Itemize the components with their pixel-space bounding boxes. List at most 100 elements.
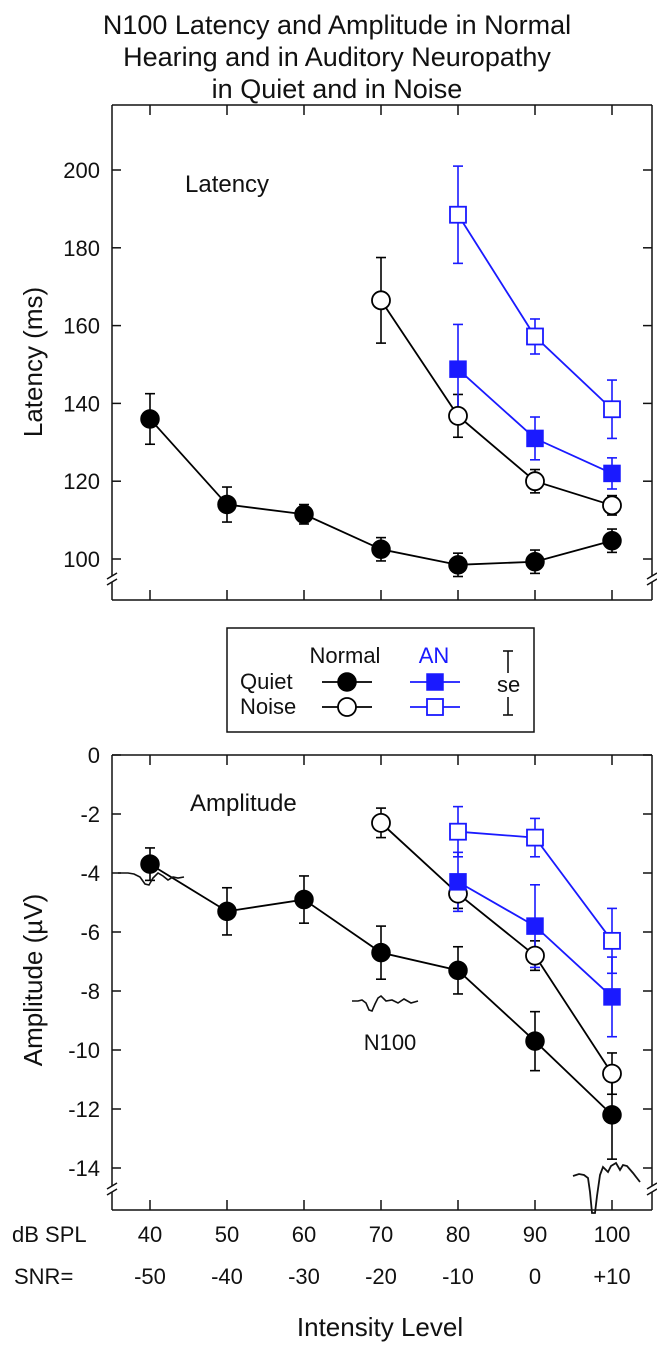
y-tick-label: -6 bbox=[80, 920, 100, 945]
y-tick-label: 100 bbox=[63, 547, 100, 572]
chart-title-line-3: in Quiet and in Noise bbox=[212, 74, 463, 104]
legend-header-an: AN bbox=[419, 643, 450, 668]
waveform-large-icon bbox=[572, 1161, 641, 1214]
x-tick-label-dbspl: 60 bbox=[292, 1222, 316, 1247]
point-an-quiet bbox=[449, 873, 467, 891]
error-bars bbox=[145, 165, 617, 578]
x-tick-label-snr: -50 bbox=[134, 1264, 166, 1289]
line-an-noise bbox=[457, 214, 613, 410]
chart-title-line-1: N100 Latency and Amplitude in Normal bbox=[103, 10, 571, 40]
legend-row-noise: Noise bbox=[240, 694, 296, 719]
y-tick-label: 0 bbox=[88, 743, 100, 768]
point-normal-quiet bbox=[602, 530, 622, 551]
point-an-noise bbox=[603, 400, 621, 419]
waveform-icons: N100 bbox=[118, 871, 641, 1214]
legend-marker-an bbox=[426, 673, 444, 691]
point-normal-quiet bbox=[602, 1105, 622, 1125]
legend-row-quiet: Quiet bbox=[240, 669, 293, 694]
latency-plot-area: 100 120 140 160 180 200 bbox=[63, 104, 657, 601]
legend-marker-an bbox=[426, 698, 444, 716]
axis-break-mark bbox=[646, 1182, 657, 1190]
point-normal-quiet bbox=[217, 494, 237, 515]
latency-y-axis-label: Latency (ms) bbox=[18, 287, 48, 437]
y-tick-label: -4 bbox=[80, 861, 100, 886]
x-tick-label-snr: -30 bbox=[288, 1264, 320, 1289]
data-points bbox=[140, 812, 622, 1125]
x-axis-title: Intensity Level bbox=[297, 1312, 463, 1342]
point-normal-noise bbox=[448, 405, 468, 426]
legend-header-normal: Normal bbox=[310, 643, 381, 668]
point-normal-quiet bbox=[525, 1031, 545, 1051]
point-an-quiet bbox=[603, 988, 621, 1006]
latency-panel: 100 120 140 160 180 200 Latency Latency (ms) bbox=[18, 104, 657, 601]
y-tick-label: 180 bbox=[63, 236, 100, 261]
point-normal-quiet bbox=[294, 889, 314, 910]
x-row-label-snr: SNR= bbox=[14, 1264, 73, 1289]
point-normal-quiet bbox=[448, 555, 468, 575]
y-tick-label: -12 bbox=[68, 1097, 100, 1122]
y-tick-label: -10 bbox=[68, 1038, 100, 1063]
axis-break-mark bbox=[646, 578, 657, 586]
x-axis-labels: dB SPL SNR= 40 50 60 70 80 90 100 -50 -40 -30 -20 -… bbox=[12, 1222, 631, 1342]
x-tick-label-snr: -20 bbox=[365, 1264, 397, 1289]
point-an-quiet bbox=[449, 360, 467, 378]
x-tick-label-snr: -10 bbox=[442, 1264, 474, 1289]
amplitude-panel-label: Amplitude bbox=[190, 790, 297, 817]
y-tick-label: 160 bbox=[63, 314, 100, 339]
n100-annotation: N100 bbox=[364, 1030, 417, 1055]
amplitude-panel: 0 -2 -4 -6 -8 -10 -12 -14 Amplitude Amplitude (… bbox=[18, 743, 657, 1214]
x-tick-label-dbspl: 80 bbox=[446, 1222, 470, 1247]
point-an-noise bbox=[603, 931, 621, 950]
waveform-n100-icon bbox=[352, 994, 419, 1012]
x-tick-label-snr: +10 bbox=[593, 1264, 630, 1289]
legend-marker-normal bbox=[337, 697, 357, 717]
y-tick-label: 140 bbox=[63, 391, 100, 416]
y-tick-label: -2 bbox=[80, 802, 100, 827]
point-normal-noise bbox=[525, 471, 545, 492]
y-tick-label: -14 bbox=[68, 1156, 100, 1181]
axis-break-mark bbox=[646, 1188, 657, 1196]
axis-break-mark bbox=[646, 572, 657, 580]
legend-se-label: se bbox=[497, 672, 520, 697]
point-normal-noise bbox=[371, 290, 391, 311]
x-tick-labels: 40 50 60 70 80 90 100 -50 -40 -30 -20 -10 0 +10 bbox=[134, 1222, 631, 1289]
axis-break-mark bbox=[106, 1188, 118, 1196]
point-normal-noise bbox=[371, 812, 391, 833]
point-normal-noise bbox=[602, 1063, 622, 1084]
point-normal-noise bbox=[602, 495, 622, 516]
legend-symbols bbox=[322, 650, 513, 717]
legend: Normal AN Quiet Noise se bbox=[226, 627, 535, 733]
x-tick-label-dbspl: 100 bbox=[594, 1222, 631, 1247]
point-normal-quiet bbox=[140, 854, 160, 874]
amplitude-data-marks bbox=[140, 805, 622, 1160]
point-an-quiet bbox=[603, 464, 621, 483]
y-tick-label: 120 bbox=[63, 469, 100, 494]
error-bars bbox=[145, 805, 617, 1160]
line-normal-noise bbox=[380, 299, 613, 507]
latency-panel-label: Latency bbox=[185, 171, 269, 198]
x-tick-label-dbspl: 70 bbox=[369, 1222, 393, 1247]
y-tick-label: 200 bbox=[63, 158, 100, 183]
point-an-noise bbox=[526, 828, 544, 847]
point-an-noise bbox=[449, 205, 467, 224]
point-normal-quiet bbox=[448, 960, 468, 981]
data-points bbox=[140, 205, 622, 575]
amplitude-plot-area: 0 -2 -4 -6 -8 -10 -12 -14 bbox=[68, 743, 657, 1211]
axis-break-mark bbox=[106, 578, 118, 586]
point-normal-quiet bbox=[217, 901, 237, 922]
waveform-small-icon bbox=[118, 871, 185, 886]
legend-marker-normal bbox=[337, 672, 357, 692]
point-normal-quiet bbox=[525, 551, 545, 572]
amplitude-y-axis-label: Amplitude (µV) bbox=[18, 894, 48, 1066]
axis-break-mark bbox=[106, 572, 118, 580]
point-normal-quiet bbox=[140, 409, 160, 429]
point-normal-quiet bbox=[371, 539, 391, 560]
x-tick-label-snr: -40 bbox=[211, 1264, 243, 1289]
x-tick-label-dbspl: 40 bbox=[138, 1222, 162, 1247]
chart-title-line-2: Hearing and in Auditory Neuropathy bbox=[123, 42, 551, 72]
x-tick-label-dbspl: 50 bbox=[215, 1222, 239, 1247]
axis-break-mark bbox=[106, 1182, 118, 1190]
point-an-quiet bbox=[526, 429, 544, 448]
point-an-noise bbox=[449, 822, 467, 841]
